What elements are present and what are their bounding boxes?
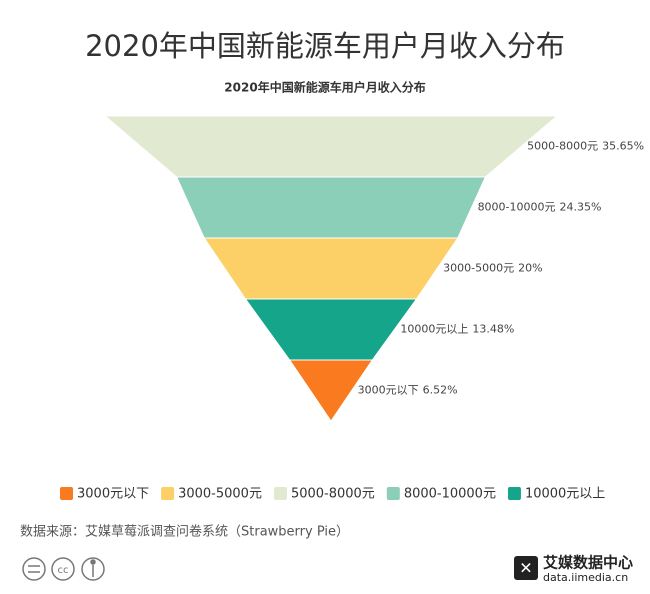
funnel-segment bbox=[103, 115, 559, 178]
data-label: 5000-8000元 35.65% bbox=[527, 140, 644, 153]
label-value: 35.65% bbox=[602, 140, 644, 153]
logo: ✕ 艾媒数据中心 data.iimedia.cn bbox=[514, 554, 633, 584]
label-value: 6.52% bbox=[423, 384, 458, 397]
legend-label: 3000元以下 bbox=[77, 487, 149, 502]
legend-swatch bbox=[273, 487, 287, 500]
chart-title: 2020年中国新能源车用户月收入分布 bbox=[85, 29, 565, 63]
label-category: 3000-5000元 bbox=[443, 262, 514, 275]
funnel-segment bbox=[203, 237, 459, 300]
svg-text:cc: cc bbox=[58, 565, 69, 576]
legend-swatch bbox=[386, 487, 400, 500]
data-label: 3000元以下 6.52% bbox=[358, 384, 458, 397]
license-icons: cc bbox=[22, 557, 105, 581]
funnel-segment bbox=[288, 359, 374, 422]
legend-label: 10000元以上 bbox=[525, 487, 605, 502]
chart-subtitle: 2020年中国新能源车用户月收入分布 bbox=[224, 80, 425, 95]
funnel-segment bbox=[244, 298, 418, 361]
label-category: 3000元以下 bbox=[358, 384, 419, 397]
legend-swatch bbox=[60, 487, 73, 500]
label-category: 5000-8000元 bbox=[527, 140, 598, 153]
label-value: 13.48% bbox=[472, 323, 514, 336]
logo-name: 艾媒数据中心 bbox=[543, 554, 633, 572]
label-value: 20% bbox=[518, 262, 542, 275]
svg-text:✕: ✕ bbox=[519, 559, 532, 578]
label-category: 10000元以上 bbox=[400, 323, 468, 336]
data-label: 10000元以上 13.48% bbox=[400, 323, 514, 336]
legend-label: 8000-10000元 bbox=[404, 487, 496, 502]
legend-label: 3000-5000元 bbox=[178, 487, 262, 502]
legend-swatch bbox=[507, 487, 521, 500]
label-value: 24.35% bbox=[560, 201, 602, 214]
data-label: 3000-5000元 20% bbox=[443, 262, 542, 275]
legend-label: 5000-8000元 bbox=[291, 487, 375, 502]
label-category: 8000-10000元 bbox=[478, 201, 556, 214]
funnel-segment bbox=[175, 176, 487, 239]
source-note: 数据来源：艾媒草莓派调查问卷系统（Strawberry Pie） bbox=[20, 524, 349, 540]
legend-swatch bbox=[161, 487, 175, 500]
logo-url: data.iimedia.cn bbox=[543, 571, 628, 584]
data-label: 8000-10000元 24.35% bbox=[478, 201, 602, 214]
